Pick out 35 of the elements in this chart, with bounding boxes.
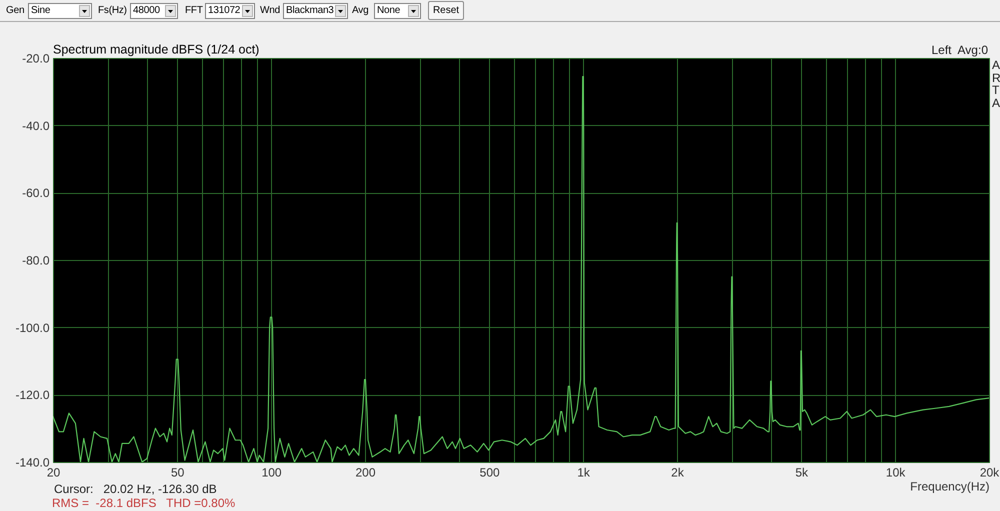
text: Wnd (260, 5, 280, 17)
y-tick-label: -60.0 (22, 186, 50, 200)
x-tick-label: 200 (355, 466, 376, 480)
fft-size-select[interactable]: 131072 (205, 3, 255, 19)
x-tick-label: 1k (577, 466, 591, 480)
text: FFT (185, 5, 203, 17)
reset-button[interactable]: Reset (428, 1, 464, 20)
x-tick-label: 20k (980, 466, 1000, 480)
y-tick-label: -40.0 (22, 118, 50, 133)
window-select[interactable]: Blackman3 (283, 3, 348, 19)
x-tick-label: 50 (170, 466, 185, 480)
y-tick-label: -100.0 (15, 320, 50, 335)
text: T (992, 83, 1000, 97)
y-tick-label: -20.0 (22, 52, 50, 66)
x-axis-title: Frequency(Hz) (910, 480, 990, 494)
x-tick-label: 5k (795, 466, 809, 480)
text: R (992, 71, 1000, 85)
text: Left Avg:0 (932, 43, 988, 57)
avg-select[interactable]: None (374, 3, 421, 19)
text: A (992, 96, 1000, 110)
x-tick-label: 500 (480, 466, 500, 480)
generator-select[interactable]: Sine (28, 3, 92, 19)
x-tick-label: 2k (671, 466, 685, 480)
text: Fs(Hz) (98, 5, 127, 17)
text: Cursor: 20.02 Hz, -126.30 dB (54, 482, 217, 496)
y-tick-label: -80.0 (22, 254, 50, 268)
text: RMS = -28.1 dBFS THD =0.80% (52, 496, 236, 510)
y-tick-label: -120.0 (15, 388, 50, 402)
sample-rate-select[interactable]: 48000 (130, 3, 178, 19)
text: A (992, 58, 1000, 72)
text: Gen (6, 5, 24, 17)
chart-title: Spectrum magnitude dBFS (1/24 oct) (53, 42, 260, 56)
x-tick-label: 10k (886, 466, 906, 480)
text: Avg (352, 5, 368, 17)
x-tick-label: 100 (262, 466, 282, 480)
